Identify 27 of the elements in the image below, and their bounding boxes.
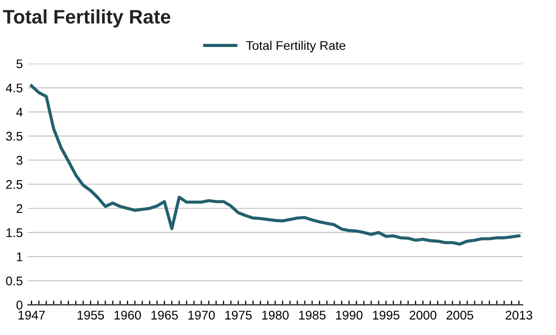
line-series <box>30 84 520 246</box>
y-tick-label: 1 <box>16 252 22 262</box>
x-tick-label: 1960 <box>114 310 141 320</box>
x-tick-label: 1995 <box>373 310 400 320</box>
x-tick-label: 1955 <box>78 310 104 320</box>
x-tick-label: 2005 <box>446 310 474 320</box>
chart-title: Total Fertility Rate <box>3 9 170 28</box>
y-tick-label: 3.5 <box>6 132 22 141</box>
x-tick-label: 1975 <box>225 310 252 320</box>
x-tick-label: 1947 <box>18 310 45 320</box>
y-tick-label: 5 <box>16 60 22 68</box>
x-tick-label: 1990 <box>336 310 362 320</box>
y-tick-label: 3 <box>16 156 22 165</box>
y-tick-label: 2.5 <box>6 180 22 189</box>
x-tick-label: 1980 <box>262 310 289 320</box>
y-tick-label: 4 <box>16 108 23 116</box>
y-tick-label: 4.5 <box>6 84 22 92</box>
x-tick-label: 2000 <box>410 310 436 320</box>
x-tick-label: 1970 <box>188 310 215 320</box>
y-tick-label: 0 <box>16 300 22 310</box>
x-tick-label: 1985 <box>299 310 326 320</box>
y-tick-label: 2 <box>16 204 22 213</box>
legend-label: Total Fertility Rate <box>246 40 346 52</box>
x-tick-label: 2013 <box>506 310 532 320</box>
y-tick-label: 1.5 <box>6 228 22 238</box>
y-tick-label: 0.5 <box>6 276 22 286</box>
x-tick-label: 1965 <box>151 310 178 320</box>
